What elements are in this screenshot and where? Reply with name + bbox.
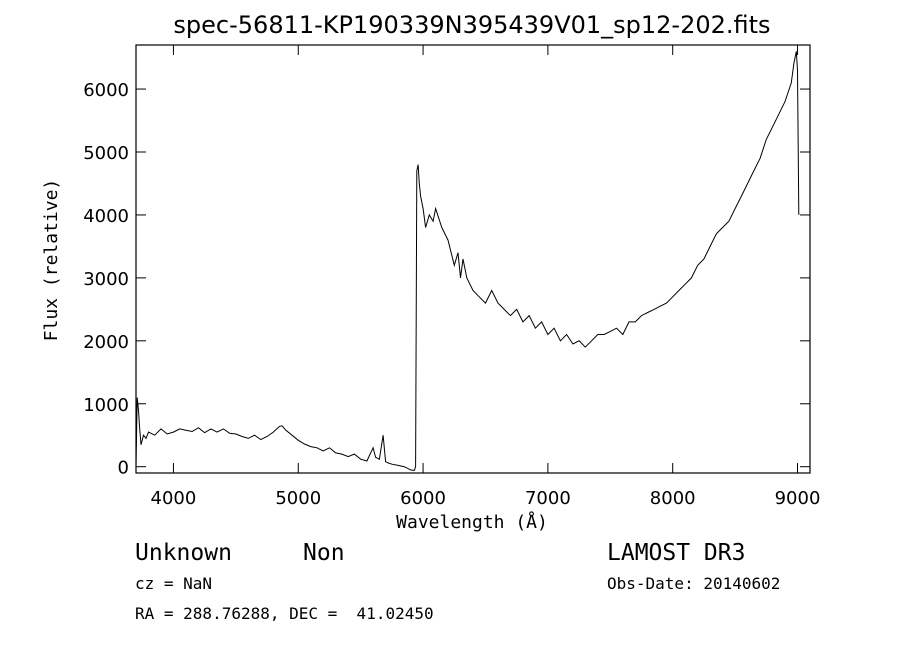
obs-date-label: Obs-Date: 20140602: [607, 574, 780, 593]
y-tick-label: 3000: [83, 269, 129, 290]
x-tick-label: 6000: [400, 488, 446, 509]
x-tick-label: 9000: [775, 488, 821, 509]
y-tick-label: 2000: [83, 332, 129, 353]
y-tick-label: 0: [118, 458, 129, 479]
cz-label: cz = NaN: [135, 574, 212, 593]
survey-label: LAMOST DR3: [607, 540, 745, 566]
y-axis-label: Flux (relative): [41, 179, 62, 342]
object-subclass-label: Non: [303, 540, 345, 566]
x-axis: 4000 5000 6000 7000 8000 9000: [151, 45, 821, 509]
x-tick-label: 4000: [151, 488, 197, 509]
chart-title: spec-56811-KP190339N395439V01_sp12-202.f…: [173, 11, 770, 39]
x-axis-label: Wavelength (Å): [396, 511, 548, 533]
coords-label: RA = 288.76288, DEC = 41.02450: [135, 604, 434, 623]
object-class-label: Unknown: [135, 540, 232, 566]
x-tick-label: 7000: [525, 488, 571, 509]
plot-frame: [135, 44, 811, 474]
x-tick-label: 5000: [275, 488, 321, 509]
y-tick-label: 4000: [83, 206, 129, 227]
y-tick-label: 6000: [83, 80, 129, 101]
y-axis: 0 1000 2000 3000 4000 5000 6000: [83, 80, 810, 479]
x-tick-label: 8000: [650, 488, 696, 509]
y-tick-label: 5000: [83, 143, 129, 164]
spectrum-line: [135, 51, 800, 472]
y-tick-label: 1000: [83, 395, 129, 416]
